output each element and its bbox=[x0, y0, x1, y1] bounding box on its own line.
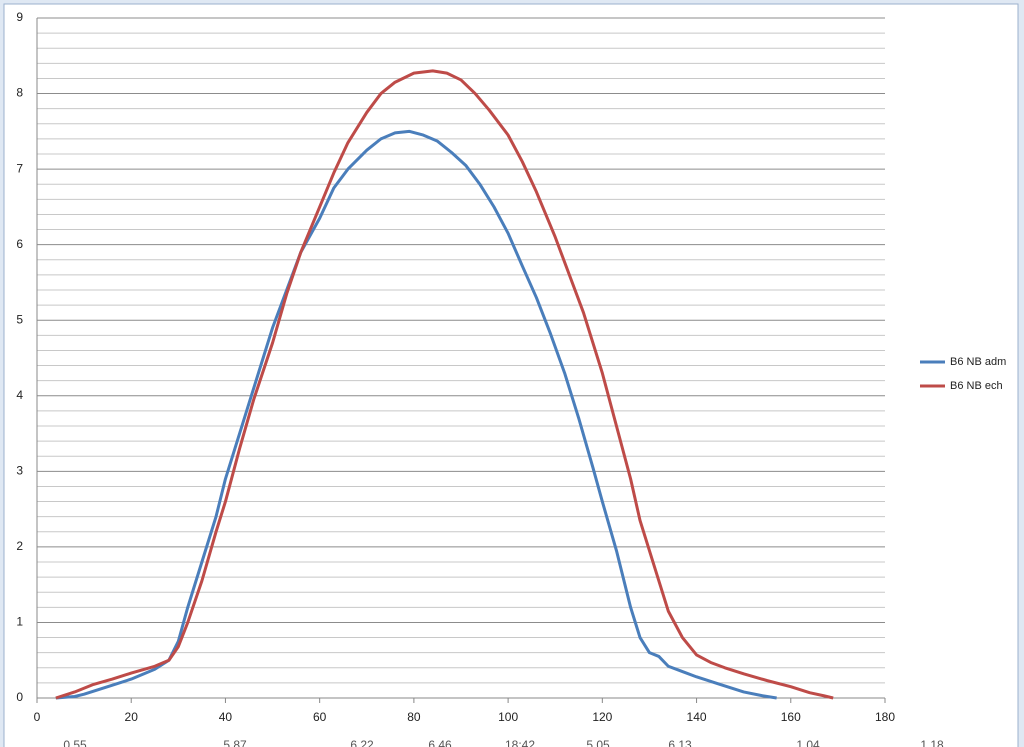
footer-label: 6.46 bbox=[428, 738, 452, 747]
x-tick-label: 140 bbox=[687, 710, 707, 724]
x-tick-label: 80 bbox=[407, 710, 421, 724]
y-tick-label: 5 bbox=[16, 312, 23, 326]
y-tick-label: 7 bbox=[16, 161, 23, 175]
y-tick-label: 1 bbox=[16, 615, 23, 629]
footer-label: 18:42 bbox=[505, 738, 535, 747]
x-tick-label: 180 bbox=[875, 710, 895, 724]
x-tick-label: 120 bbox=[592, 710, 612, 724]
x-tick-label: 160 bbox=[781, 710, 801, 724]
footer-label: 5.05 bbox=[586, 738, 610, 747]
chart-area bbox=[3, 3, 1019, 747]
footer-label: 6.22 bbox=[350, 738, 374, 747]
x-tick-label: 100 bbox=[498, 710, 518, 724]
x-tick-label: 40 bbox=[219, 710, 233, 724]
x-tick-label: 0 bbox=[34, 710, 41, 724]
y-tick-label: 4 bbox=[16, 388, 23, 402]
series-line bbox=[55, 129, 777, 700]
series-line bbox=[55, 69, 834, 700]
footer-label: 0.55 bbox=[63, 738, 87, 747]
x-tick-label: 60 bbox=[313, 710, 327, 724]
legend-label: B6 NB ech bbox=[950, 380, 1003, 392]
x-tick-label: 20 bbox=[125, 710, 139, 724]
legend-label: B6 NB adm bbox=[950, 356, 1006, 368]
footer-label: 5.87 bbox=[223, 738, 247, 747]
y-tick-label: 8 bbox=[16, 86, 23, 100]
footer-label: 6.13 bbox=[668, 738, 692, 747]
y-tick-label: 6 bbox=[16, 237, 23, 251]
y-tick-label: 2 bbox=[16, 539, 23, 553]
y-tick-label: 9 bbox=[16, 10, 23, 24]
y-tick-label: 0 bbox=[16, 690, 23, 704]
footer-label: 1.18 bbox=[920, 738, 944, 747]
y-tick-label: 3 bbox=[16, 464, 23, 478]
footer-label: 1.04 bbox=[796, 738, 820, 747]
